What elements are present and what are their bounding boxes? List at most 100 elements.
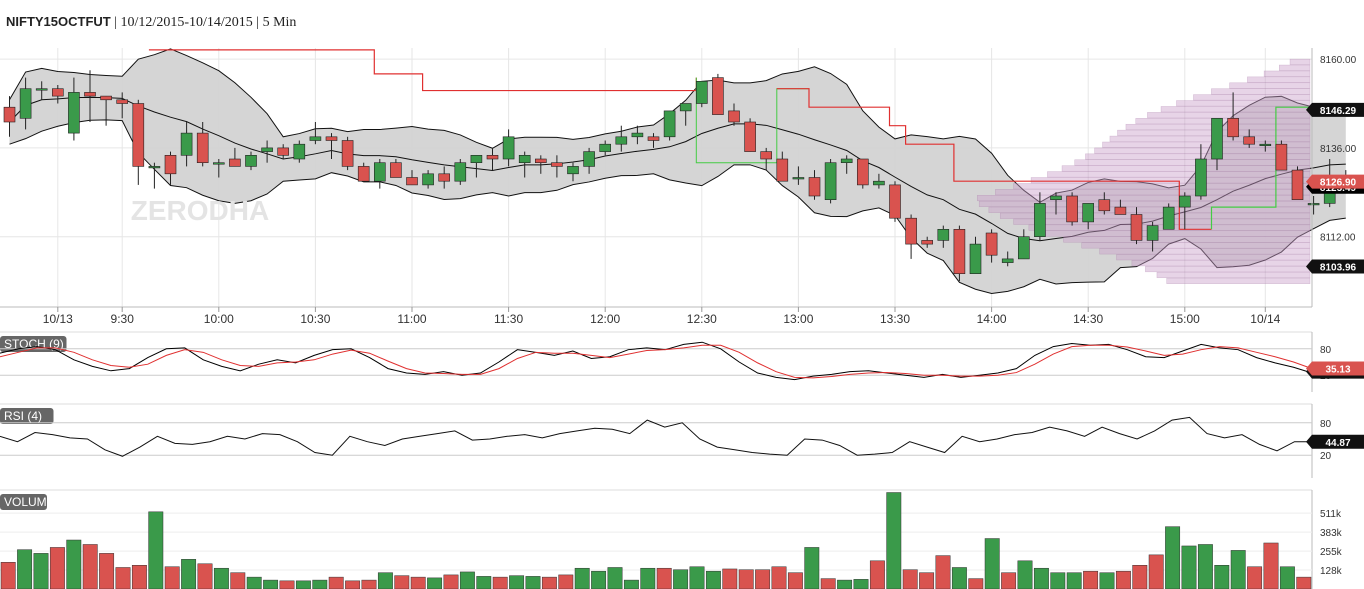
volume-profile-bar <box>1102 141 1311 148</box>
volume-bar <box>230 572 246 589</box>
volume-bar <box>558 574 574 589</box>
volume-bar <box>213 567 229 589</box>
time-axis-tick-label: 10:00 <box>204 312 234 326</box>
price-panel[interactable]: ZERODHA 8160.00 8136.00 8112.00 10/13 9:30 10:… <box>0 48 1357 326</box>
time-axis-tick-label: 12:30 <box>687 312 717 326</box>
volume-panel[interactable]: VOLUME 511k 383k 255k 128k <box>0 489 1343 589</box>
candle <box>341 140 354 167</box>
volume-profile-bar <box>1047 171 1311 178</box>
volume-bar <box>755 569 771 589</box>
volume-profile-bar <box>1061 165 1311 172</box>
price-axis-tick-label: 8112.00 <box>1320 233 1356 244</box>
volume-bar <box>640 567 656 589</box>
bollinger-band-fill <box>9 48 1346 294</box>
volume-bar <box>99 553 115 589</box>
volume-bar <box>1279 566 1295 589</box>
candle <box>728 110 740 123</box>
volume-profile-bar <box>1247 76 1311 83</box>
time-axis-tick-label: 11:30 <box>494 312 523 326</box>
volume-bar <box>1033 567 1049 589</box>
candle <box>245 155 257 167</box>
volume-bar <box>902 569 918 589</box>
volume-profile-bar <box>995 189 1311 196</box>
date-range-label: 10/12/2015-10/14/2015 <box>120 15 253 30</box>
rsi-tick-label: 80 <box>1320 419 1332 430</box>
candle <box>1098 199 1111 212</box>
candle <box>792 177 805 180</box>
volume-bar <box>837 579 853 589</box>
time-axis-tick-label: 12:00 <box>590 312 620 326</box>
candle <box>35 88 48 91</box>
volume-bar <box>181 559 197 589</box>
candle <box>438 173 451 182</box>
volume-tick-label: 128k <box>1320 566 1343 577</box>
volume-profile-bar <box>1099 248 1311 255</box>
candle <box>760 151 773 160</box>
time-axis-tick-label: 14:30 <box>1073 312 1103 326</box>
candle <box>824 162 837 200</box>
volume-bar <box>1263 542 1279 589</box>
volume-bar <box>1148 554 1164 589</box>
volume-bar <box>1050 572 1066 589</box>
volume-bar <box>1115 570 1131 589</box>
time-axis-tick-label: 10/14 <box>1250 312 1280 326</box>
candle <box>100 95 112 101</box>
volume-bar <box>328 576 344 589</box>
candle <box>84 92 96 97</box>
volume-bar <box>1083 570 1099 589</box>
volume-bar <box>1165 526 1181 589</box>
candle <box>1034 203 1046 237</box>
volume-profile-bar <box>1013 183 1311 190</box>
volume-bar <box>541 576 557 589</box>
candle <box>599 143 612 152</box>
candle <box>583 151 595 167</box>
volume-bar <box>115 567 131 589</box>
title-separator: | <box>256 15 260 30</box>
time-axis-tick-label: 11:00 <box>397 312 426 326</box>
stochastic-d-line <box>0 344 1313 379</box>
candle <box>132 103 145 167</box>
volume-bar <box>804 547 820 589</box>
volume-profile-bar <box>1109 135 1311 142</box>
candle <box>695 81 708 104</box>
volume-panel-label-bg <box>0 494 47 510</box>
rsi-panel[interactable]: RSI (4) 80 20 <box>0 403 1332 478</box>
upper-band-price-label: 8146.29 <box>1320 106 1357 117</box>
volume-profile-bar <box>1156 271 1311 279</box>
candle <box>229 158 241 167</box>
candle <box>937 229 950 241</box>
volume-profile-bar <box>988 206 1311 213</box>
volume-bar <box>869 560 885 589</box>
candle <box>776 158 789 182</box>
candle <box>261 147 273 152</box>
volume-bar <box>886 492 902 589</box>
candle <box>1114 206 1127 215</box>
candle <box>856 158 869 186</box>
volume-panel-label: VOLUME <box>4 495 55 509</box>
candle <box>712 77 724 115</box>
lower-band-price-label: 8103.96 <box>1320 262 1357 273</box>
supertrend-green-line <box>1210 106 1312 230</box>
stochastic-d-value-label-bg <box>1306 361 1364 376</box>
rsi-value-label-bg <box>1306 434 1364 449</box>
candle <box>19 88 32 119</box>
price-axis-tick-label: 8136.00 <box>1320 144 1357 155</box>
symbol-label: NIFTY15OCTFUT <box>6 14 111 29</box>
volume-profile-bar <box>999 212 1311 219</box>
volume-profile-bar <box>1289 58 1311 65</box>
candle <box>3 106 16 123</box>
candle <box>551 162 563 167</box>
rsi-tick-label: 20 <box>1320 451 1332 462</box>
candle <box>406 177 418 186</box>
volume-bar <box>525 576 541 589</box>
volume-bar <box>1132 565 1148 589</box>
candle <box>148 166 161 169</box>
candle <box>1082 203 1094 223</box>
volume-profile-bar <box>1279 64 1311 71</box>
rsi-panel-background <box>0 404 1312 478</box>
candle <box>486 155 499 160</box>
volume-bar <box>476 576 492 589</box>
volume-bar <box>49 547 65 589</box>
